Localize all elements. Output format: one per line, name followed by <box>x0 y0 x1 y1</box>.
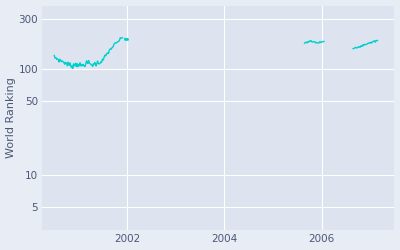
Y-axis label: World Ranking: World Ranking <box>6 78 16 158</box>
